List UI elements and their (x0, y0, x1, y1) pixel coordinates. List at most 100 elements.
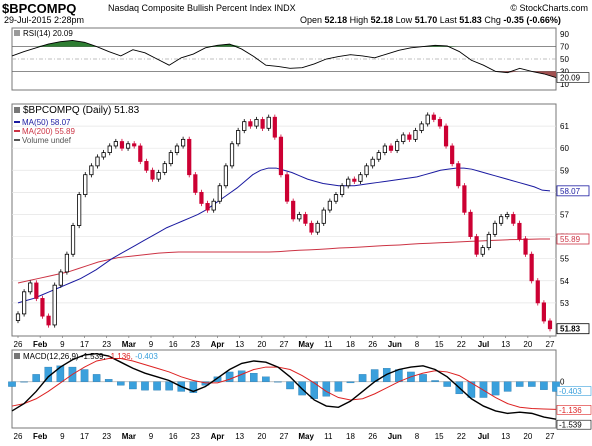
price-candle (346, 178, 351, 187)
price-candle (278, 136, 284, 176)
price-candle (327, 200, 332, 211)
macd-x-tick-label: 16 (169, 432, 178, 441)
price-candle (523, 238, 528, 255)
price-tick-label: 55 (560, 255, 569, 264)
price-candle (101, 152, 106, 158)
price-candle (34, 282, 39, 299)
macd-histogram-bar (80, 369, 89, 382)
price-x-tick-label: 13 (501, 340, 510, 349)
price-candle (291, 200, 296, 220)
macd-value-label: -1.539 (559, 421, 582, 430)
price-x-tick-label: 20 (257, 340, 266, 349)
macd-histogram-bar (358, 374, 367, 382)
ma200-value-box (556, 233, 590, 245)
price-candle (517, 222, 522, 240)
macd-x-tick-label: 23 (191, 432, 200, 441)
ma50-value-label: 58.07 (560, 187, 581, 196)
price-candle (315, 222, 320, 233)
price-candle (187, 138, 192, 176)
price-candle (492, 222, 498, 235)
price-tick-label: 57 (560, 210, 569, 219)
macd-histogram-bar (395, 369, 403, 382)
price-candle (413, 130, 418, 140)
price-candle (217, 185, 222, 202)
ma200-line (17, 238, 550, 284)
macd-x-tick-label: 23 (102, 432, 111, 441)
price-candle (223, 165, 229, 187)
price-x-tick-label: Apr (211, 340, 225, 349)
price-legend-swatch (14, 107, 20, 113)
price-candle (370, 158, 375, 167)
price-candle (529, 253, 534, 282)
price-candle (352, 178, 357, 182)
macd-x-tick-label: 9 (60, 432, 65, 441)
price-x-tick-label: 9 (60, 340, 65, 349)
macd-histogram-bar (322, 381, 331, 397)
macd-histogram-bar (515, 381, 524, 387)
macd-x-tick-label: 9 (149, 432, 154, 441)
price-candle (119, 141, 125, 149)
macd-legend-name: MACD(12,26,9) -1.539, (23, 352, 108, 361)
macd-signal-line (11, 358, 557, 410)
rsi-legend: RSI(14) 20.09 (23, 29, 73, 38)
price-candle (535, 280, 540, 304)
macd-histogram-bar (153, 381, 161, 391)
price-candle (125, 143, 131, 149)
price-candle (419, 123, 424, 131)
price-candle (162, 163, 167, 173)
chart-title: Nasdaq Composite Bullish Percent Index I… (108, 3, 296, 13)
price-x-tick-label: 17 (80, 340, 89, 349)
price-candle (486, 233, 491, 249)
macd-x-tick-label: Feb (33, 432, 47, 441)
macd-histogram-bar (92, 374, 101, 382)
price-candle (242, 121, 247, 131)
macd-x-tick-label: 13 (501, 432, 510, 441)
rsi-tick-label: 10 (560, 80, 569, 89)
macd-histogram-bar (165, 381, 173, 391)
macd-histogram-bar (528, 381, 536, 387)
price-candle (144, 161, 149, 171)
rsi-tick-label: 50 (560, 55, 569, 64)
macd-histogram-bar (274, 381, 282, 383)
price-candle (15, 313, 21, 321)
macd-histogram-bar (491, 381, 500, 396)
last-price-label: 51.83 (560, 325, 581, 334)
ma50-value-box (556, 185, 590, 197)
macd-x-tick-label: 26 (368, 432, 377, 441)
price-candle (83, 174, 88, 195)
copyright: © StockCharts.com (510, 3, 588, 13)
rsi-value-label: 20.09 (560, 74, 581, 83)
rsi-tick-label: 90 (560, 30, 569, 39)
price-candle (199, 191, 204, 204)
macd-value-label: -0.403 (559, 387, 582, 396)
macd-histogram-bar (225, 371, 234, 382)
price-candle (22, 291, 27, 315)
chart-header: $BPCOMPQ Nasdaq Composite Bullish Percen… (0, 0, 592, 26)
price-candle (168, 152, 173, 165)
rsi-overbought-fill (36, 40, 460, 47)
price-candle (266, 116, 271, 129)
price-candle (395, 141, 400, 151)
price-x-tick-label: 20 (523, 340, 532, 349)
macd-line (11, 352, 557, 420)
macd-histogram-bar (419, 374, 427, 382)
price-candle (95, 156, 100, 167)
macd-x-tick-label: 17 (80, 432, 89, 441)
price-x-tick-label: Jun (388, 340, 402, 349)
price-candle (321, 209, 326, 224)
price-candle (468, 211, 473, 237)
price-candle (272, 116, 277, 138)
price-candle (333, 194, 339, 202)
macd-value-box (556, 386, 592, 396)
price-x-tick-label: 16 (169, 340, 178, 349)
macd-x-tick-label: 15 (435, 432, 444, 441)
price-candle (150, 169, 155, 180)
rsi-tick-label: 70 (560, 43, 569, 52)
macd-x-tick-label: 20 (257, 432, 266, 441)
price-x-tick-label: 8 (415, 340, 420, 349)
price-x-tick-label: 22 (457, 340, 466, 349)
price-candle (364, 165, 369, 176)
price-candle (40, 298, 45, 317)
macd-histogram-bar (503, 381, 512, 392)
